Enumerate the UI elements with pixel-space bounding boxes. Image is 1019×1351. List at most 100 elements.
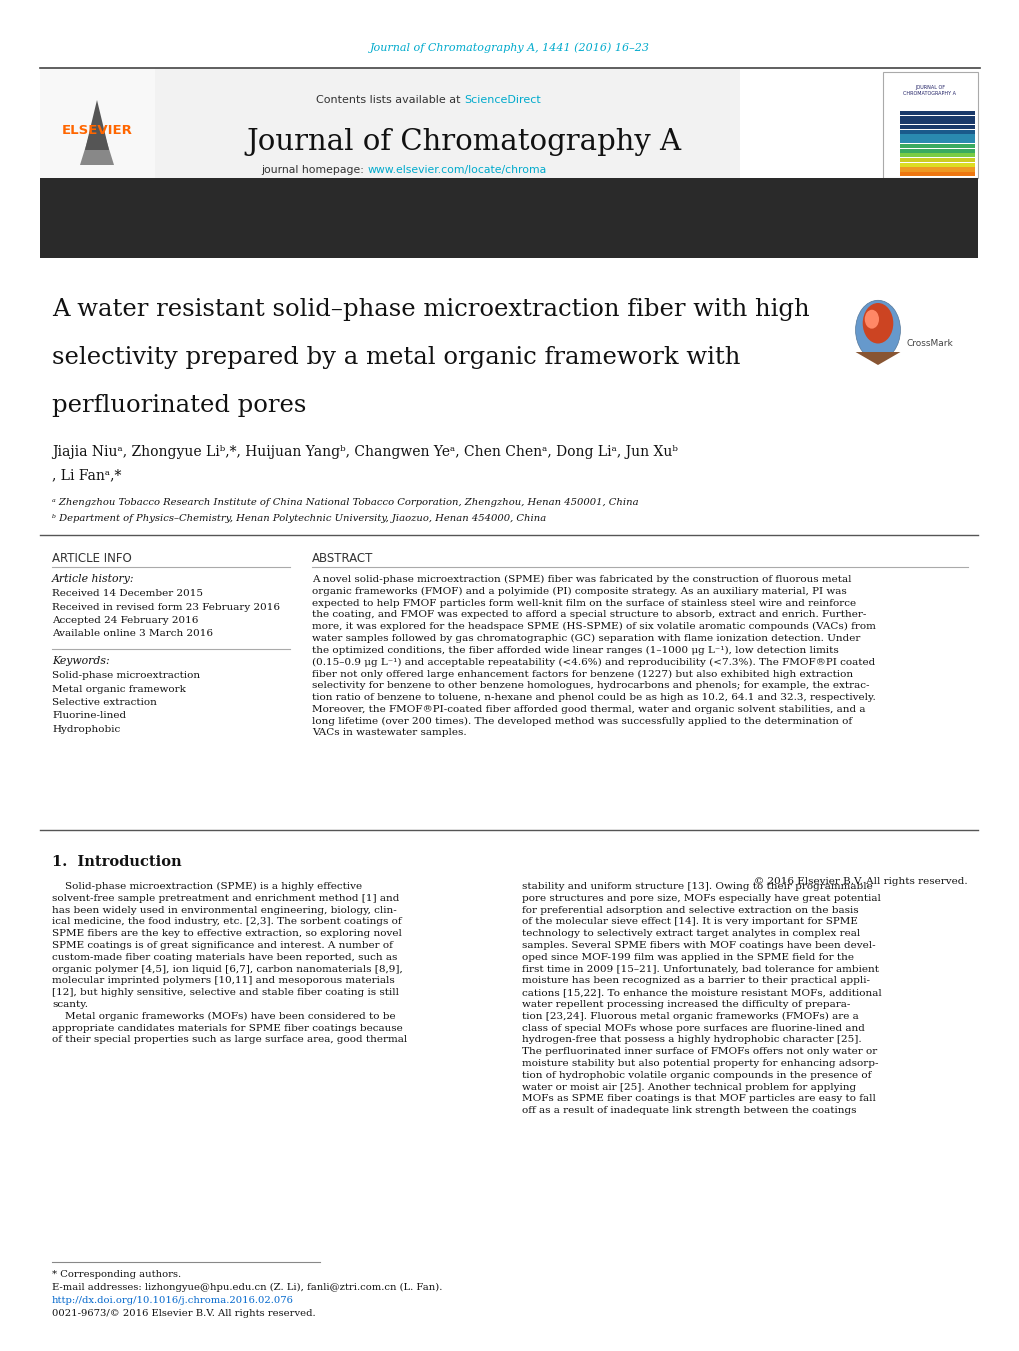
Text: Received in revised form 23 February 2016: Received in revised form 23 February 201… xyxy=(52,603,280,612)
Bar xyxy=(899,162,974,168)
Text: , Li Fanᵃ,*: , Li Fanᵃ,* xyxy=(52,467,121,482)
Text: technology to selectively extract target analytes in complex real: technology to selectively extract target… xyxy=(522,929,859,938)
Text: SPME coatings is of great significance and interest. A number of: SPME coatings is of great significance a… xyxy=(52,942,392,950)
Polygon shape xyxy=(855,353,900,365)
Polygon shape xyxy=(79,109,114,165)
Text: ARTICLE INFO: ARTICLE INFO xyxy=(52,553,131,565)
Text: tion of hydrophobic volatile organic compounds in the presence of: tion of hydrophobic volatile organic com… xyxy=(522,1071,870,1079)
Bar xyxy=(899,158,974,162)
Text: http://dx.doi.org/10.1016/j.chroma.2016.02.076: http://dx.doi.org/10.1016/j.chroma.2016.… xyxy=(52,1296,293,1305)
Text: Hydrophobic: Hydrophobic xyxy=(52,725,120,734)
Text: tion ratio of benzene to toluene, n-hexane and phenol could be as high as 10.2, : tion ratio of benzene to toluene, n-hexa… xyxy=(312,693,875,703)
Text: Jiajia Niuᵃ, Zhongyue Liᵇ,*, Huijuan Yangᵇ, Changwen Yeᵃ, Chen Chenᵃ, Dong Liᵃ, : Jiajia Niuᵃ, Zhongyue Liᵇ,*, Huijuan Yan… xyxy=(52,444,678,459)
Bar xyxy=(899,149,974,153)
Bar xyxy=(899,143,974,149)
Text: solvent-free sample pretreatment and enrichment method [1] and: solvent-free sample pretreatment and enr… xyxy=(52,894,399,902)
Text: Keywords:: Keywords: xyxy=(52,657,109,666)
Text: the coating, and FMOF was expected to afford a special structure to absorb, extr: the coating, and FMOF was expected to af… xyxy=(312,611,865,619)
Text: ᵇ Department of Physics–Chemistry, Henan Polytechnic University, Jiaozuo, Henan : ᵇ Department of Physics–Chemistry, Henan… xyxy=(52,513,546,523)
Bar xyxy=(899,153,974,158)
Text: off as a result of inadequate link strength between the coatings: off as a result of inadequate link stren… xyxy=(522,1106,856,1115)
Text: samples. Several SPME fibers with MOF coatings have been devel-: samples. Several SPME fibers with MOF co… xyxy=(522,942,874,950)
Circle shape xyxy=(864,309,878,328)
Text: cations [15,22]. To enhance the moisture resistant MOFs, additional: cations [15,22]. To enhance the moisture… xyxy=(522,988,880,997)
Bar xyxy=(899,168,974,172)
Text: molecular imprinted polymers [10,11] and mesoporous materials: molecular imprinted polymers [10,11] and… xyxy=(52,977,394,985)
Text: first time in 2009 [15–21]. Unfortunately, bad tolerance for ambient: first time in 2009 [15–21]. Unfortunatel… xyxy=(522,965,878,974)
Text: ABSTRACT: ABSTRACT xyxy=(312,553,373,565)
Text: 0021-9673/© 2016 Elsevier B.V. All rights reserved.: 0021-9673/© 2016 Elsevier B.V. All right… xyxy=(52,1309,315,1319)
Text: water samples followed by gas chromatographic (GC) separation with flame ionizat: water samples followed by gas chromatogr… xyxy=(312,634,860,643)
Text: SPME fibers are the key to effective extraction, so exploring novel: SPME fibers are the key to effective ext… xyxy=(52,929,401,938)
Text: expected to help FMOF particles form well-knit film on the surface of stainless : expected to help FMOF particles form wel… xyxy=(312,598,855,608)
Text: (0.15–0.9 μg L⁻¹) and acceptable repeatability (<4.6%) and reproducibility (<7.3: (0.15–0.9 μg L⁻¹) and acceptable repeata… xyxy=(312,658,874,667)
Text: water repellent processing increased the difficulty of prepara-: water repellent processing increased the… xyxy=(522,1000,850,1009)
Text: water or moist air [25]. Another technical problem for applying: water or moist air [25]. Another technic… xyxy=(522,1082,855,1092)
Text: [12], but highly sensitive, selective and stable fiber coating is still: [12], but highly sensitive, selective an… xyxy=(52,988,398,997)
Text: ELSEVIER: ELSEVIER xyxy=(61,123,132,136)
Text: perfluorinated pores: perfluorinated pores xyxy=(52,394,306,417)
Text: fiber not only offered large enhancement factors for benzene (1227) but also exh: fiber not only offered large enhancement… xyxy=(312,669,852,678)
Text: organic frameworks (FMOF) and a polyimide (PI) composite strategy. As an auxilia: organic frameworks (FMOF) and a polyimid… xyxy=(312,586,846,596)
Text: class of special MOFs whose pore surfaces are fluorine-lined and: class of special MOFs whose pore surface… xyxy=(522,1024,864,1032)
Bar xyxy=(40,178,977,258)
Circle shape xyxy=(855,300,900,359)
Text: A water resistant solid–phase microextraction fiber with high: A water resistant solid–phase microextra… xyxy=(52,299,809,322)
Text: organic polymer [4,5], ion liquid [6,7], carbon nanomaterials [8,9],: organic polymer [4,5], ion liquid [6,7],… xyxy=(52,965,403,974)
Text: Fluorine-lined: Fluorine-lined xyxy=(52,712,126,720)
Bar xyxy=(899,139,974,143)
Text: appropriate candidates materials for SPME fiber coatings because: appropriate candidates materials for SPM… xyxy=(52,1024,403,1032)
Text: scanty.: scanty. xyxy=(52,1000,88,1009)
Text: E-mail addresses: lizhongyue@hpu.edu.cn (Z. Li), fanli@ztri.com.cn (L. Fan).: E-mail addresses: lizhongyue@hpu.edu.cn … xyxy=(52,1283,442,1292)
Text: A novel solid-phase microextraction (SPME) fiber was fabricated by the construct: A novel solid-phase microextraction (SPM… xyxy=(312,576,851,584)
Text: pore structures and pore size, MOFs especially have great potential: pore structures and pore size, MOFs espe… xyxy=(522,894,880,902)
Bar xyxy=(40,68,155,178)
Polygon shape xyxy=(85,100,109,150)
Text: more, it was explored for the headspace SPME (HS-SPME) of six volatile aromatic : more, it was explored for the headspace … xyxy=(312,623,875,631)
Text: custom-made fiber coating materials have been reported, such as: custom-made fiber coating materials have… xyxy=(52,952,397,962)
Text: Journal of Chromatography A, 1441 (2016) 16–23: Journal of Chromatography A, 1441 (2016)… xyxy=(370,43,649,53)
Text: stability and uniform structure [13]. Owing to their programmable: stability and uniform structure [13]. Ow… xyxy=(522,882,872,892)
Text: has been widely used in environmental engineering, biology, clin-: has been widely used in environmental en… xyxy=(52,905,396,915)
Text: Solid-phase microextraction (SPME) is a highly effective: Solid-phase microextraction (SPME) is a … xyxy=(52,882,362,892)
Text: long lifetime (over 200 times). The developed method was successfully applied to: long lifetime (over 200 times). The deve… xyxy=(312,716,851,725)
Text: 1.  Introduction: 1. Introduction xyxy=(52,855,181,869)
Bar xyxy=(899,134,974,139)
Text: Selective extraction: Selective extraction xyxy=(52,698,157,707)
Text: Contents lists available at: Contents lists available at xyxy=(316,95,464,105)
Text: hydrogen-free that possess a highly hydrophobic character [25].: hydrogen-free that possess a highly hydr… xyxy=(522,1035,861,1044)
Text: Journal of Chromatography A: Journal of Chromatography A xyxy=(247,128,681,155)
Text: for preferential adsorption and selective extraction on the basis: for preferential adsorption and selectiv… xyxy=(522,905,858,915)
Bar xyxy=(899,116,974,120)
Text: MOFs as SPME fiber coatings is that MOF particles are easy to fall: MOFs as SPME fiber coatings is that MOF … xyxy=(522,1094,875,1104)
Bar xyxy=(882,72,977,178)
Text: oped since MOF-199 film was applied in the SPME field for the: oped since MOF-199 film was applied in t… xyxy=(522,952,853,962)
Text: selectivity prepared by a metal organic framework with: selectivity prepared by a metal organic … xyxy=(52,346,740,369)
Text: Metal organic frameworks (MOFs) have been considered to be: Metal organic frameworks (MOFs) have bee… xyxy=(52,1012,395,1021)
Text: Received 14 December 2015: Received 14 December 2015 xyxy=(52,589,203,598)
Text: ical medicine, the food industry, etc. [2,3]. The sorbent coatings of: ical medicine, the food industry, etc. [… xyxy=(52,917,401,927)
Text: VACs in wastewater samples.: VACs in wastewater samples. xyxy=(312,728,466,738)
Text: tion [23,24]. Fluorous metal organic frameworks (FMOFs) are a: tion [23,24]. Fluorous metal organic fra… xyxy=(522,1012,858,1021)
Bar xyxy=(899,111,974,115)
Text: CrossMark: CrossMark xyxy=(906,339,953,347)
Text: * Corresponding authors.: * Corresponding authors. xyxy=(52,1270,181,1279)
Bar xyxy=(899,172,974,176)
Text: www.elsevier.com/locate/chroma: www.elsevier.com/locate/chroma xyxy=(367,165,546,176)
Text: Accepted 24 February 2016: Accepted 24 February 2016 xyxy=(52,616,198,626)
Circle shape xyxy=(862,303,893,343)
Text: ScienceDirect: ScienceDirect xyxy=(464,95,540,105)
Bar xyxy=(155,68,739,178)
Text: ᵃ Zhengzhou Tobacco Research Institute of China National Tobacco Corporation, Zh: ᵃ Zhengzhou Tobacco Research Institute o… xyxy=(52,499,638,507)
Text: of their special properties such as large surface area, good thermal: of their special properties such as larg… xyxy=(52,1035,407,1044)
Text: JOURNAL OF
CHROMATOGRAPHY A: JOURNAL OF CHROMATOGRAPHY A xyxy=(903,85,956,96)
Text: the optimized conditions, the fiber afforded wide linear ranges (1–1000 μg L⁻¹),: the optimized conditions, the fiber affo… xyxy=(312,646,838,655)
Bar xyxy=(899,120,974,124)
Text: of the molecular sieve effect [14]. It is very important for SPME: of the molecular sieve effect [14]. It i… xyxy=(522,917,857,927)
Text: Available online 3 March 2016: Available online 3 March 2016 xyxy=(52,630,213,639)
Text: selectivity for benzene to other benzene homologues, hydrocarbons and phenols; f: selectivity for benzene to other benzene… xyxy=(312,681,868,690)
Bar xyxy=(899,126,974,130)
Bar xyxy=(899,130,974,134)
Text: moisture stability but also potential property for enhancing adsorp-: moisture stability but also potential pr… xyxy=(522,1059,877,1069)
Text: © 2016 Elsevier B.V. All rights reserved.: © 2016 Elsevier B.V. All rights reserved… xyxy=(754,877,967,886)
